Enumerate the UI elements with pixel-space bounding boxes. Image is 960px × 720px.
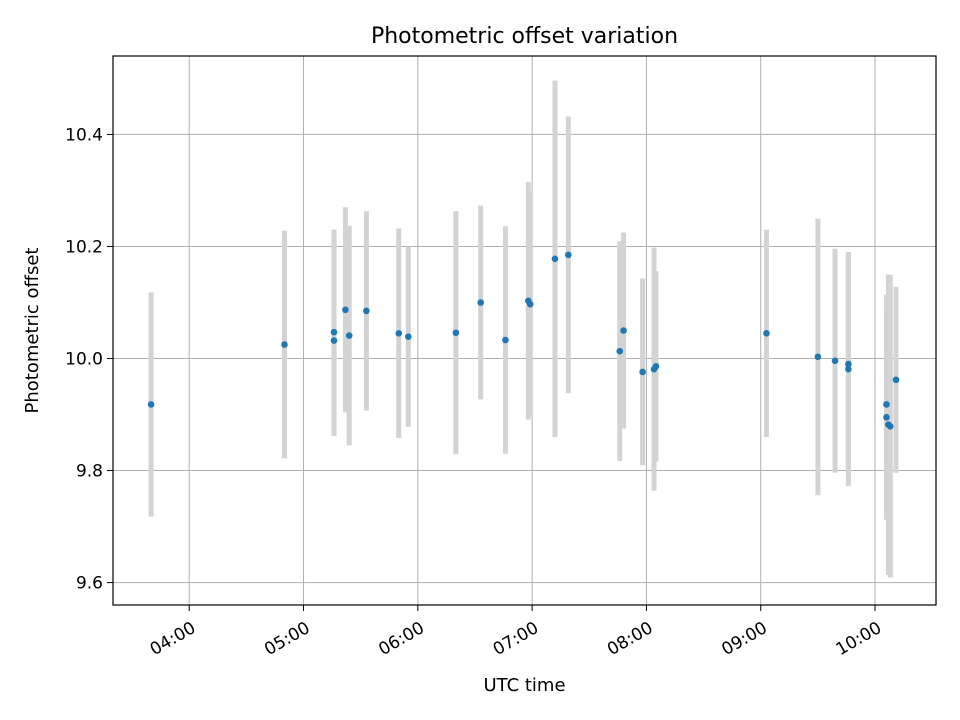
data-point (345, 332, 353, 339)
data-point (477, 299, 484, 306)
data-point (452, 329, 460, 337)
plot-frame (112, 55, 937, 606)
chart-title: Photometric offset variation (371, 24, 678, 49)
y-tick-label: 10.2 (65, 237, 103, 257)
data-point (814, 353, 822, 361)
data-point (845, 365, 852, 373)
grid (113, 56, 936, 605)
data-point (526, 300, 534, 308)
y-tick-label: 9.8 (76, 462, 103, 482)
data-point (551, 255, 559, 263)
data-point (616, 347, 624, 355)
y-tick-label: 10.0 (65, 350, 103, 370)
data-point (831, 357, 839, 365)
data-point (883, 401, 890, 408)
data-point (281, 341, 288, 348)
data-point (502, 336, 509, 344)
y-tick-label: 9.6 (76, 574, 103, 594)
data-point (892, 376, 900, 384)
y-axis-label: Photometric offset (22, 248, 43, 414)
data-point (652, 363, 660, 370)
data-points (147, 251, 900, 430)
data-point (845, 360, 852, 368)
data-point (330, 337, 338, 344)
data-point (363, 307, 370, 315)
data-point (620, 327, 627, 334)
data-point (763, 330, 770, 337)
data-point (330, 328, 338, 336)
data-point (565, 251, 572, 259)
data-point (342, 306, 349, 314)
y-tick-label: 10.4 (65, 125, 103, 145)
data-point (404, 333, 412, 340)
data-point (147, 401, 155, 408)
data-point (395, 330, 403, 337)
data-point (639, 368, 646, 376)
data-point (886, 422, 894, 430)
data-point (883, 414, 890, 421)
x-axis-label: UTC time (483, 675, 565, 696)
